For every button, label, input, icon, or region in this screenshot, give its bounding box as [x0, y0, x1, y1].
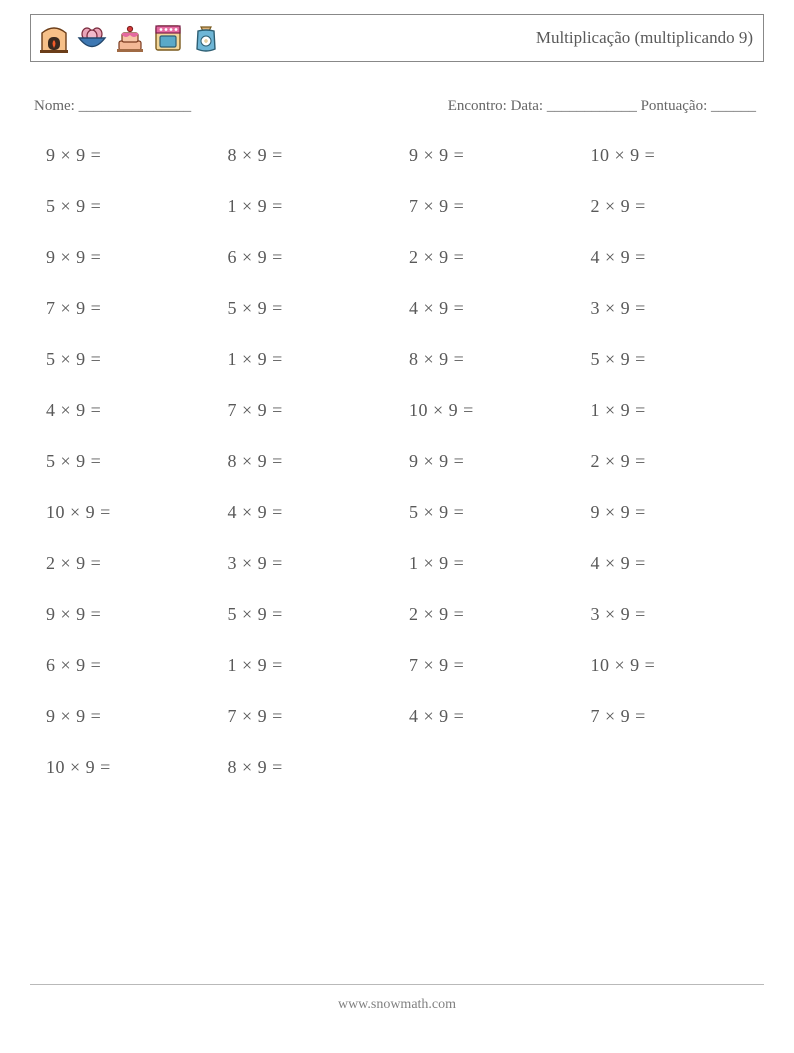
problem-cell: 8 × 9 = — [228, 145, 402, 166]
problem-cell: 7 × 9 = — [46, 298, 220, 319]
fireplace-icon — [37, 21, 71, 55]
problem-cell: 5 × 9 = — [46, 349, 220, 370]
problem-cell — [591, 757, 765, 778]
problem-cell: 1 × 9 = — [591, 400, 765, 421]
problem-cell: 4 × 9 = — [228, 502, 402, 523]
date-score-label: Encontro: Data: ____________ Pontuação: … — [448, 98, 756, 115]
problem-cell: 4 × 9 = — [409, 706, 583, 727]
header-box: Multiplicação (multiplicando 9) — [30, 14, 764, 62]
problem-cell: 10 × 9 = — [409, 400, 583, 421]
bowl-eggs-icon — [75, 21, 109, 55]
problem-cell: 9 × 9 = — [591, 502, 765, 523]
problem-cell: 3 × 9 = — [591, 298, 765, 319]
problem-cell: 8 × 9 = — [228, 451, 402, 472]
problem-cell: 2 × 9 = — [591, 196, 765, 217]
meta-line: Nome: _______________ Encontro: Data: __… — [30, 98, 764, 115]
problem-cell: 7 × 9 = — [409, 196, 583, 217]
problem-cell: 5 × 9 = — [46, 196, 220, 217]
problem-cell: 2 × 9 = — [409, 247, 583, 268]
problem-cell: 7 × 9 = — [409, 655, 583, 676]
problem-cell: 6 × 9 = — [228, 247, 402, 268]
problem-cell: 9 × 9 = — [409, 145, 583, 166]
problem-cell: 5 × 9 = — [409, 502, 583, 523]
problem-cell: 8 × 9 = — [409, 349, 583, 370]
problem-cell: 2 × 9 = — [46, 553, 220, 574]
oven-icon — [151, 21, 185, 55]
problem-cell: 2 × 9 = — [409, 604, 583, 625]
problem-cell: 7 × 9 = — [228, 400, 402, 421]
cake-icon — [113, 21, 147, 55]
problem-cell: 4 × 9 = — [591, 553, 765, 574]
problem-cell — [409, 757, 583, 778]
problem-cell: 7 × 9 = — [591, 706, 765, 727]
problems-grid: 9 × 9 = 8 × 9 = 9 × 9 = 10 × 9 = 5 × 9 = 1 × … — [30, 145, 764, 778]
problem-cell: 10 × 9 = — [46, 757, 220, 778]
problem-cell: 10 × 9 = — [46, 502, 220, 523]
flour-bag-icon — [189, 21, 223, 55]
problem-cell: 10 × 9 = — [591, 145, 765, 166]
problem-cell: 4 × 9 = — [409, 298, 583, 319]
problem-cell: 9 × 9 = — [46, 604, 220, 625]
problem-cell: 1 × 9 = — [228, 349, 402, 370]
problem-cell: 5 × 9 = — [591, 349, 765, 370]
problem-cell: 6 × 9 = — [46, 655, 220, 676]
problem-cell: 5 × 9 = — [46, 451, 220, 472]
problem-cell: 1 × 9 = — [228, 196, 402, 217]
problem-cell: 4 × 9 = — [591, 247, 765, 268]
problem-cell: 5 × 9 = — [228, 298, 402, 319]
worksheet-page: Multiplicação (multiplicando 9) Nome: __… — [30, 14, 764, 1033]
problem-cell: 4 × 9 = — [46, 400, 220, 421]
problem-cell: 2 × 9 = — [591, 451, 765, 472]
problem-cell: 1 × 9 = — [409, 553, 583, 574]
problem-cell: 9 × 9 = — [409, 451, 583, 472]
problem-cell: 3 × 9 = — [228, 553, 402, 574]
footer-rule — [30, 984, 764, 985]
problem-cell: 9 × 9 = — [46, 247, 220, 268]
problem-cell: 1 × 9 = — [228, 655, 402, 676]
header-icon-row — [37, 21, 223, 55]
footer-url: www.snowmath.com — [30, 997, 764, 1013]
problem-cell: 8 × 9 = — [228, 757, 402, 778]
problem-cell: 7 × 9 = — [228, 706, 402, 727]
problem-cell: 3 × 9 = — [591, 604, 765, 625]
worksheet-title: Multiplicação (multiplicando 9) — [536, 28, 753, 48]
problem-cell: 10 × 9 = — [591, 655, 765, 676]
problem-cell: 5 × 9 = — [228, 604, 402, 625]
problem-cell: 9 × 9 = — [46, 145, 220, 166]
problem-cell: 9 × 9 = — [46, 706, 220, 727]
name-field-label: Nome: _______________ — [34, 98, 191, 115]
